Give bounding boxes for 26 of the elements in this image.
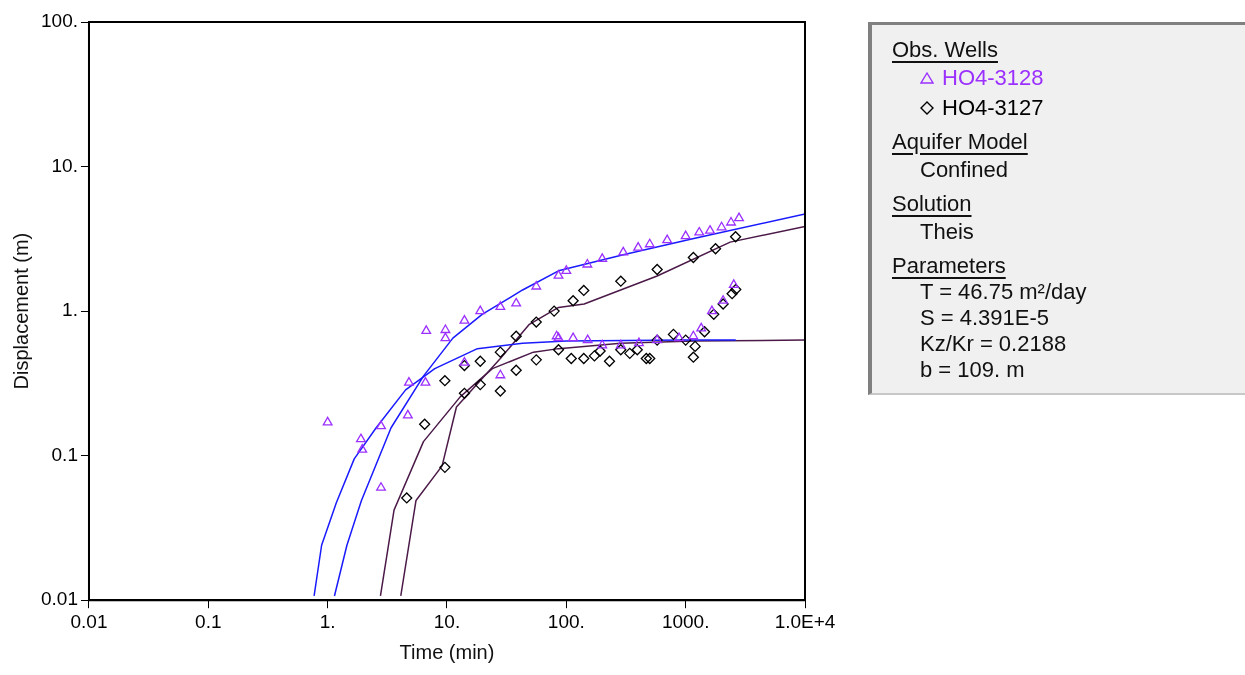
y-tick-label: 1. bbox=[62, 299, 78, 321]
text: b = 109. m bbox=[919, 357, 1026, 383]
legend-title: Obs. Wells bbox=[892, 37, 999, 63]
text: T = 46.75 m²/day bbox=[919, 279, 1088, 305]
y-tick-label: 100. bbox=[41, 10, 78, 32]
text: Solution bbox=[892, 191, 973, 217]
x-tick-label: 100. bbox=[547, 610, 585, 632]
x-tick-label: 1.0E+4 bbox=[774, 610, 836, 632]
text: S = 4.391E-5 bbox=[919, 305, 1051, 331]
legend-label: HO4-3127 bbox=[942, 95, 1044, 120]
text: Parameters bbox=[892, 253, 1007, 279]
y-axis-title: Displacement (m) bbox=[9, 232, 32, 390]
x-tick-label: 1. bbox=[319, 610, 336, 632]
text: Kz/Kr = 0.2188 bbox=[919, 331, 1068, 357]
x-tick-label: 0.01 bbox=[70, 610, 108, 632]
legend-label: HO4-3128 bbox=[942, 65, 1044, 90]
y-tick-label: 10. bbox=[51, 154, 78, 176]
y-tick-label: 0.1 bbox=[51, 443, 78, 465]
text: Aquifer Model bbox=[892, 129, 1029, 155]
text: Confined bbox=[919, 156, 1010, 184]
x-tick-label: 10. bbox=[433, 610, 461, 632]
y-tick-label: 0.01 bbox=[41, 588, 78, 610]
text: Theis bbox=[919, 218, 975, 246]
x-tick-label: 1000. bbox=[661, 610, 710, 632]
x-axis-title: Time (min) bbox=[399, 640, 495, 663]
x-tick-label: 0.1 bbox=[195, 610, 222, 632]
